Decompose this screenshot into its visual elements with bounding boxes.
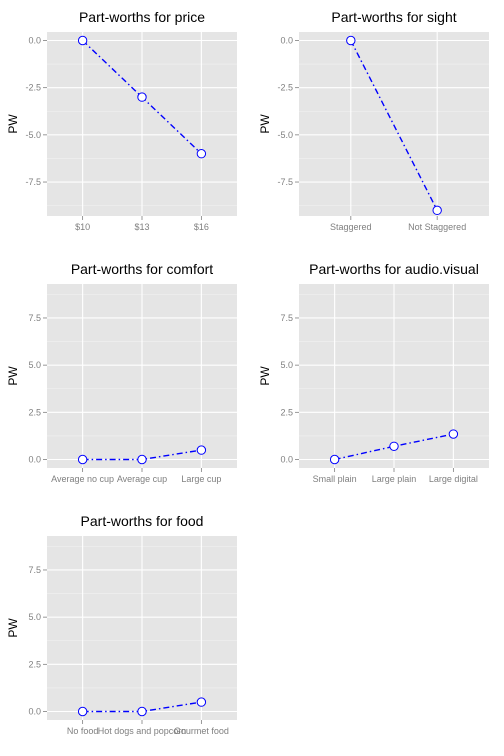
y-tick-label: 5.0: [28, 360, 41, 370]
chart-panel: 0.0 -2.5 -5.0 -7.5 $10 $13 $16 Part-worths for …: [6, 9, 237, 232]
series-line: [350, 40, 438, 211]
y-axis-label: PW: [6, 366, 20, 386]
y-axis-label: PW: [258, 366, 272, 386]
data-point: [329, 454, 340, 465]
chart-title: Part-worths for price: [79, 9, 205, 25]
data-point: [137, 92, 147, 102]
y-tick-label: -2.5: [277, 83, 293, 93]
y-axis-label: PW: [6, 618, 20, 638]
y-tick-label: 5.0: [28, 612, 41, 622]
x-tick-label: Hot dogs and popcorn: [98, 726, 187, 736]
y-axis-label: PW: [258, 114, 272, 134]
y-tick-label: 0.0: [280, 35, 293, 45]
data-point: [448, 429, 459, 439]
y-tick-label: -5.0: [277, 130, 293, 140]
data-point: [389, 441, 399, 451]
chart-panel: 0.0 2.5 5.0 7.5 No food Hot dogs and popcornG…: [6, 513, 237, 736]
x-tick-label: $16: [194, 222, 209, 232]
x-tick-label: Large plain: [372, 474, 417, 484]
x-tick-label: Large digital: [429, 474, 478, 484]
x-tick-label: Not Staggered: [408, 222, 466, 232]
y-tick-label: 5.0: [280, 360, 293, 370]
x-tick-label: Average cup: [117, 474, 167, 484]
x-tick-label: $13: [134, 222, 149, 232]
x-tick-label: $10: [75, 222, 90, 232]
x-tick-label: Staggered: [330, 222, 372, 232]
y-tick-label: -7.5: [25, 177, 41, 187]
y-tick-label: 7.5: [280, 313, 293, 323]
y-tick-label: -2.5: [25, 83, 41, 93]
y-tick-label: 0.0: [280, 455, 293, 465]
y-tick-label: 0.0: [28, 455, 41, 465]
data-point: [196, 697, 207, 707]
y-tick-label: 0.0: [28, 35, 41, 45]
y-axis-label: PW: [6, 114, 20, 134]
plot-background: [299, 32, 489, 216]
data-point: [196, 445, 207, 455]
x-tick-label: Small plain: [313, 474, 357, 484]
x-tick-label: Average no cup: [51, 474, 114, 484]
chart-title: Part-worths for comfort: [71, 261, 213, 277]
chart-title: Part-worths for sight: [331, 9, 456, 25]
y-tick-label: -7.5: [277, 177, 293, 187]
x-tick-label: No food: [67, 726, 99, 736]
data-point: [346, 35, 356, 46]
y-tick-label: 2.5: [28, 407, 41, 417]
data-point: [137, 454, 147, 465]
x-tick-label: Gourmet food: [174, 726, 229, 736]
y-tick-label: 7.5: [28, 565, 41, 575]
x-tick-label: Large cup: [181, 474, 221, 484]
chart-panel: 0.0 2.5 5.0 7.5 Small plain Large plain Large …: [258, 261, 489, 484]
y-tick-label: 0.0: [28, 707, 41, 717]
chart-panel: 0.0 -2.5 -5.0 -7.5 Staggered Not Staggered Par…: [258, 9, 489, 232]
data-point: [77, 35, 88, 46]
y-tick-label: 2.5: [28, 659, 41, 669]
data-point: [77, 454, 88, 465]
chart-title: Part-worths for audio.visual: [309, 261, 479, 277]
chart-title: Part-worths for food: [81, 513, 204, 529]
y-tick-label: 2.5: [280, 407, 293, 417]
data-point: [137, 706, 147, 717]
data-point: [77, 706, 88, 717]
y-tick-label: -5.0: [25, 130, 41, 140]
chart-panel: 0.0 2.5 5.0 7.5 Average no cup Average cup Lar…: [6, 261, 237, 484]
data-point: [432, 205, 442, 216]
y-tick-label: 7.5: [28, 313, 41, 323]
data-point: [196, 149, 207, 159]
